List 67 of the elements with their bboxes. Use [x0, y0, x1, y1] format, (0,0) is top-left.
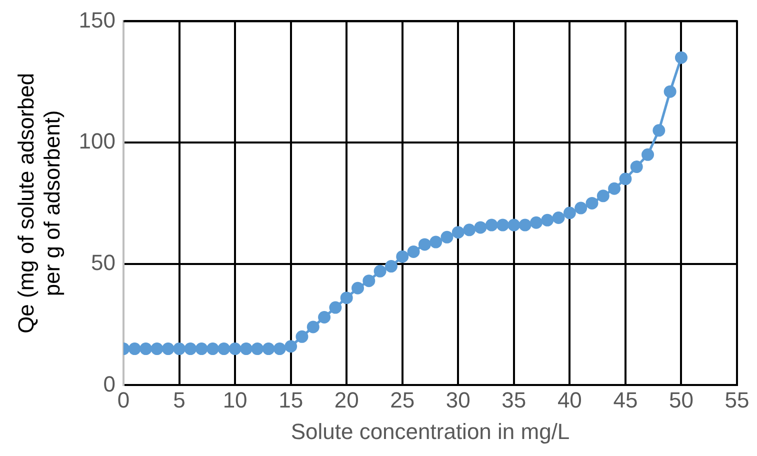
- x-tick-label: 10: [222, 387, 248, 412]
- x-tick-label: 55: [724, 387, 750, 412]
- point: [184, 342, 197, 356]
- point: [240, 342, 252, 356]
- point: [552, 212, 565, 224]
- point: [273, 342, 286, 356]
- point: [596, 190, 610, 202]
- point: [206, 342, 219, 356]
- point: [530, 216, 542, 229]
- point: [563, 206, 576, 220]
- point: [296, 330, 308, 343]
- point: [674, 51, 688, 64]
- point: [173, 342, 186, 356]
- point: [630, 160, 643, 174]
- point: [396, 250, 409, 263]
- x-tick-label: 15: [278, 387, 304, 412]
- x-tick-label: 30: [446, 387, 470, 412]
- point: [362, 274, 376, 288]
- point: [340, 292, 353, 304]
- point: [574, 202, 588, 214]
- x-tick-label: 45: [613, 387, 638, 412]
- point: [474, 221, 487, 234]
- point: [430, 236, 442, 248]
- point: [608, 182, 621, 195]
- x-tick-label: 5: [173, 387, 186, 412]
- point: [664, 85, 676, 98]
- point: [452, 226, 464, 239]
- point: [318, 311, 331, 324]
- y-tick-label: 150: [78, 7, 116, 32]
- x-axis-title: Solute concentration in mg/L: [290, 418, 570, 444]
- point: [619, 172, 632, 186]
- point: [485, 218, 498, 232]
- point: [463, 224, 476, 236]
- point: [384, 260, 398, 273]
- x-tick-label: 40: [557, 387, 582, 412]
- point: [652, 124, 666, 137]
- point: [440, 230, 454, 244]
- point: [518, 218, 532, 232]
- point: [228, 342, 242, 356]
- point: [162, 342, 174, 356]
- x-tick-label: 25: [390, 387, 415, 412]
- x-tick-label: 20: [334, 387, 359, 412]
- point: [496, 218, 510, 232]
- y-tick-label: 100: [78, 128, 116, 154]
- point: [374, 264, 386, 278]
- x-tick-label: 35: [502, 387, 526, 412]
- point: [218, 342, 230, 356]
- point: [352, 282, 364, 294]
- point: [586, 196, 598, 210]
- y-axis-title: Qe (mg of solute adsorbed per g of adsorbent): [13, 72, 65, 334]
- point: [284, 340, 298, 353]
- point: [195, 342, 208, 356]
- point: [251, 342, 264, 356]
- y-tick-label: 0: [103, 371, 116, 396]
- y-tick-label: 50: [91, 250, 116, 275]
- point: [407, 245, 420, 258]
- point: [140, 342, 152, 356]
- point: [418, 238, 431, 251]
- point: [150, 342, 164, 356]
- point: [306, 320, 320, 334]
- point: [262, 342, 275, 356]
- point: [541, 214, 554, 226]
- point: [642, 148, 654, 161]
- point: [329, 301, 342, 314]
- point: [128, 342, 141, 356]
- x-tick-label: 50: [668, 387, 694, 412]
- point: [508, 218, 520, 232]
